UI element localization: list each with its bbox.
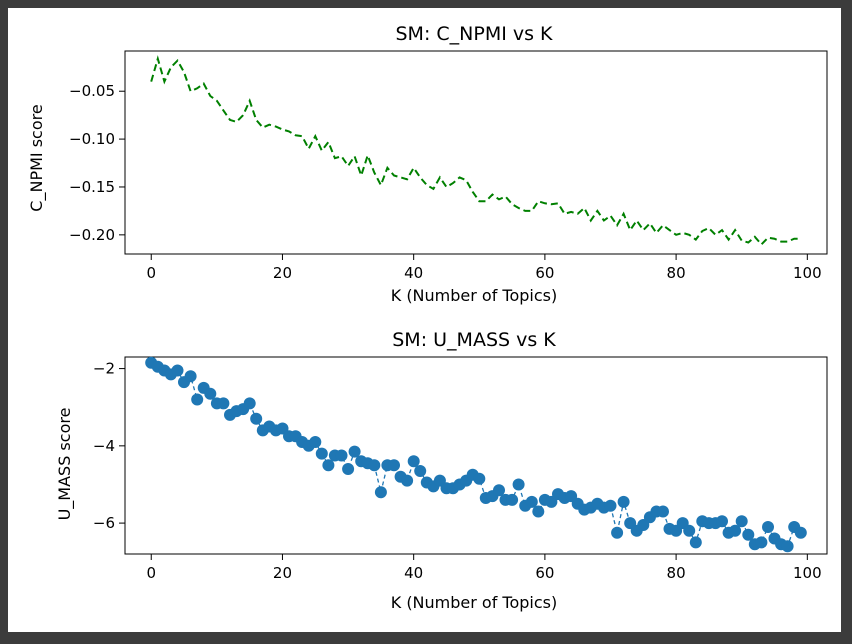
chart-umass-series: [145, 356, 807, 553]
chart-npmi-series-line: [150, 55, 801, 246]
y-tick-label: −6: [93, 514, 115, 532]
chart-umass-data-point: [762, 521, 774, 533]
chart-umass-data-point: [532, 505, 545, 518]
x-tick-label: 80: [667, 264, 686, 282]
chart-umass-data-point: [414, 465, 427, 477]
figure-canvas: SM: C_NPMI vs K 0 20 40 60 80 100 −0.05 −0.10−…: [8, 8, 841, 632]
chart-umass-y-ticks: −2 −4 −6: [93, 360, 125, 532]
chart-umass: SM: U_MASS vs K 0 20 40 60 80 100 −2 −4 −6 K (N…: [55, 329, 828, 612]
x-tick-label: 40: [404, 564, 423, 582]
chart-umass-data-point: [716, 515, 728, 528]
chart-umass-data-point: [689, 536, 702, 549]
chart-umass-data-point: [204, 387, 217, 400]
y-tick-label: −0.20: [69, 226, 115, 244]
chart-umass-data-point: [407, 455, 420, 468]
chart-npmi-series: [150, 55, 801, 246]
chart-umass-data-point: [735, 515, 748, 528]
chart-umass-data-point: [742, 528, 755, 541]
chart-umass-data-point: [309, 436, 322, 448]
chart-umass-data-point: [335, 449, 348, 462]
figure-svg: SM: C_NPMI vs K 0 20 40 60 80 100 −0.05−0.10−…: [27, 23, 828, 612]
chart-umass-data-point: [191, 393, 204, 406]
y-tick-label: −0.15: [69, 178, 115, 196]
chart-umass-ylabel: U_MASS score: [55, 408, 75, 521]
chart-npmi-xlabel: K (Number of Topics): [391, 286, 558, 305]
x-tick-label: 0: [146, 564, 156, 582]
chart-umass-data-point: [243, 397, 256, 410]
x-tick-label: 0: [146, 264, 156, 282]
chart-umass-data-point: [250, 412, 263, 425]
chart-npmi-ylabel: C_NPMI score: [27, 104, 47, 211]
chart-umass-data-point: [525, 495, 538, 508]
chart-umass-data-point: [342, 463, 355, 475]
x-tick-label: 100: [793, 564, 822, 582]
y-tick-label: −2: [93, 360, 115, 378]
chart-umass-data-point: [171, 364, 184, 377]
chart-npmi-x-ticks: 0 20 40 60 80 100: [146, 254, 822, 282]
x-tick-label: 80: [667, 564, 686, 582]
chart-umass-data-point: [781, 540, 794, 553]
x-tick-label: 60: [535, 264, 554, 282]
chart-umass-data-point: [493, 484, 505, 497]
chart-umass-data-point: [388, 459, 400, 472]
chart-npmi-y-ticks: −0.05 −0.10 −0.15 −0.20: [69, 82, 125, 244]
chart-umass-data-point: [611, 526, 624, 539]
y-tick-label: −0.05: [69, 82, 115, 100]
chart-umass-data-point: [217, 397, 230, 410]
chart-umass-data-point: [657, 505, 669, 518]
chart-umass-data-point: [184, 370, 197, 383]
chart-npmi: SM: C_NPMI vs K 0 20 40 60 80 100 −0.05−0.10−…: [27, 23, 828, 305]
x-tick-label: 100: [793, 264, 822, 282]
chart-umass-data-point: [368, 459, 381, 472]
chart-umass-data-point: [322, 459, 335, 472]
chart-npmi-axes-frame: [124, 50, 828, 255]
chart-umass-data-point: [473, 472, 486, 485]
chart-umass-data-point: [348, 445, 361, 458]
x-tick-label: 20: [273, 564, 292, 582]
chart-umass-title: SM: U_MASS vs K: [392, 329, 556, 351]
chart-umass-x-ticks: 0 20 40 60 80 100: [146, 554, 822, 582]
chart-umass-xlabel: K (Number of Topics): [391, 593, 558, 612]
chart-umass-axes-frame: [124, 356, 828, 555]
y-tick-label: −4: [93, 437, 115, 455]
chart-npmi-title: SM: C_NPMI vs K: [395, 23, 553, 45]
y-tick-label: −0.10: [69, 130, 115, 148]
x-tick-label: 20: [273, 264, 292, 282]
x-tick-label: 40: [404, 264, 423, 282]
chart-umass-data-point: [374, 486, 387, 499]
chart-umass-data-point: [617, 495, 630, 508]
chart-umass-data-point: [683, 524, 696, 537]
chart-umass-data-point: [506, 493, 519, 506]
chart-umass-data-point: [401, 474, 414, 487]
chart-umass-data-point: [604, 499, 617, 512]
chart-umass-data-point: [315, 447, 328, 460]
chart-umass-data-point: [729, 524, 742, 537]
chart-umass-data-point: [512, 478, 525, 491]
chart-umass-data-point: [755, 536, 768, 549]
chart-umass-data-point: [794, 526, 807, 539]
x-tick-label: 60: [535, 564, 554, 582]
